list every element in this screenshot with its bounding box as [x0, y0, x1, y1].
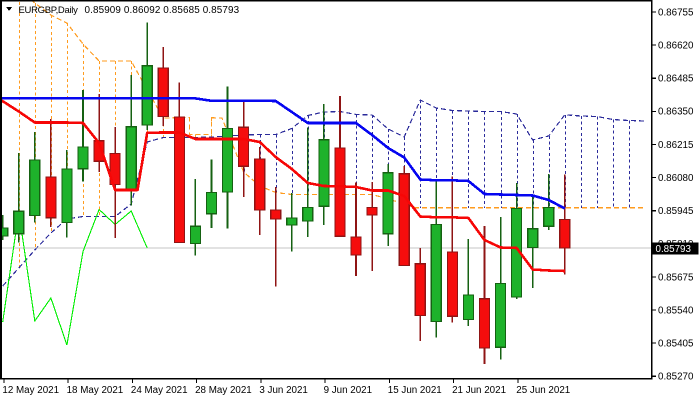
svg-text:0.86485: 0.86485 — [658, 74, 694, 85]
svg-text:12 May 2021: 12 May 2021 — [2, 385, 59, 396]
svg-text:28 May 2021: 28 May 2021 — [195, 385, 252, 396]
svg-text:0.85675: 0.85675 — [658, 272, 694, 283]
svg-text:0.85270: 0.85270 — [658, 372, 694, 383]
svg-text:0.86620: 0.86620 — [658, 41, 694, 52]
svg-text:0.86350: 0.86350 — [658, 107, 694, 118]
svg-text:9 Jun 2021: 9 Jun 2021 — [324, 385, 372, 396]
svg-text:EURGBP,Daily: EURGBP,Daily — [19, 5, 79, 16]
svg-text:0.85405: 0.85405 — [658, 339, 694, 350]
svg-text:0.85793: 0.85793 — [656, 244, 692, 255]
svg-text:0.86215: 0.86215 — [658, 140, 694, 151]
svg-text:15 Jun 2021: 15 Jun 2021 — [388, 385, 442, 396]
svg-text:21 Jun 2021: 21 Jun 2021 — [452, 385, 506, 396]
svg-text:0.86080: 0.86080 — [658, 173, 694, 184]
svg-text:25 Jun 2021: 25 Jun 2021 — [516, 385, 570, 396]
svg-text:0.85909 0.86092 0.85685 0.8579: 0.85909 0.86092 0.85685 0.85793 — [85, 5, 240, 16]
svg-text:0.85945: 0.85945 — [658, 206, 694, 217]
svg-text:0.85540: 0.85540 — [658, 305, 694, 316]
svg-text:0.86755: 0.86755 — [658, 7, 694, 18]
svg-text:24 May 2021: 24 May 2021 — [131, 385, 188, 396]
svg-text:18 May 2021: 18 May 2021 — [67, 385, 124, 396]
svg-text:3 Jun 2021: 3 Jun 2021 — [259, 385, 307, 396]
